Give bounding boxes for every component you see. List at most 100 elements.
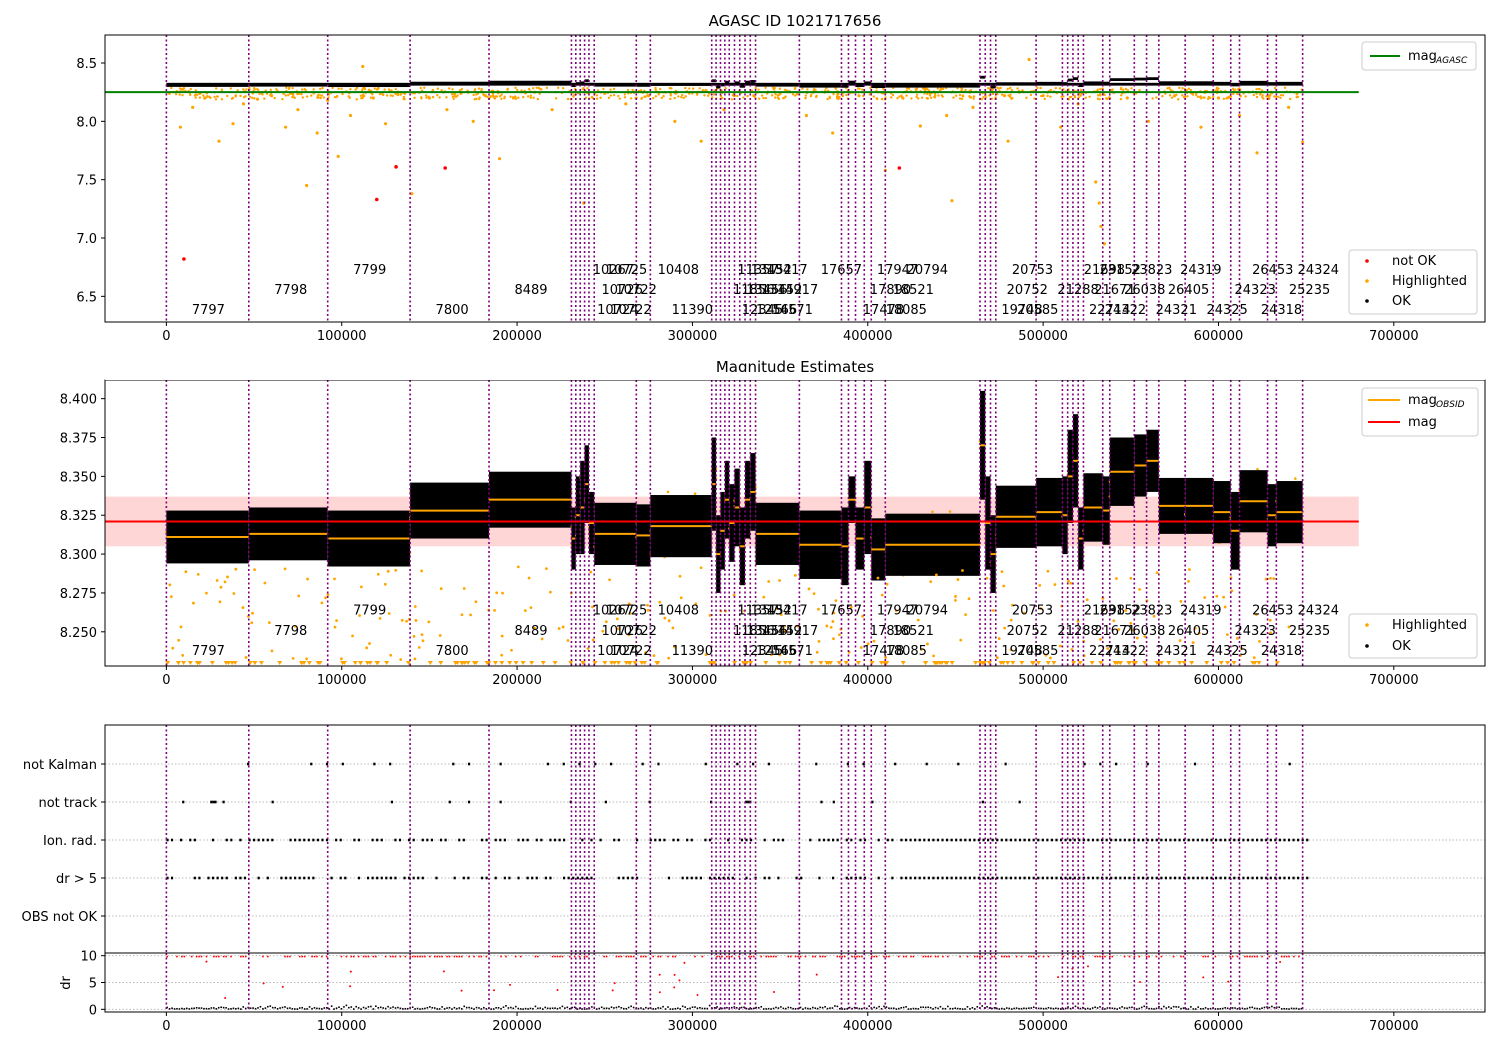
dr-ok-point (917, 1008, 920, 1010)
dr-ok-point (1001, 1007, 1003, 1010)
highlighted-point (335, 94, 339, 98)
flag-mark (1046, 876, 1049, 880)
obsid-label: 24321 (1156, 303, 1197, 318)
ok-segment (1239, 80, 1268, 84)
dr-ok-point (495, 1007, 497, 1009)
dr-capped-point (384, 955, 387, 958)
highlighted-point (746, 94, 749, 98)
ok-segment (995, 82, 1037, 86)
flag-mark (553, 838, 557, 842)
dr-ok-point (384, 1007, 387, 1010)
dr-capped-point (853, 955, 856, 958)
flag-mark (1115, 762, 1118, 766)
highlighted-point (804, 94, 808, 97)
flag-mark (877, 876, 880, 880)
dr-capped-point (976, 955, 979, 958)
flag-mark (1091, 838, 1095, 842)
below-range-marker (944, 661, 950, 665)
highlighted-point (1269, 631, 1272, 635)
highlighted-point (880, 97, 884, 101)
ok-segment (729, 82, 735, 86)
highlighted-point (1244, 95, 1247, 98)
dr-capped-point (195, 955, 198, 958)
flag-mark (1023, 838, 1026, 842)
highlighted-point (293, 96, 296, 100)
highlighted-point (355, 98, 358, 101)
dr-capped-point (372, 955, 375, 958)
highlighted-point (1097, 201, 1101, 205)
flag-mark (713, 876, 716, 880)
highlighted-point (405, 619, 408, 623)
highlighted-point (351, 634, 354, 638)
flag-mark (225, 838, 228, 842)
dr-ok-point (745, 1007, 748, 1010)
dr-ok-point (924, 1006, 927, 1009)
highlighted-point (495, 591, 499, 595)
highlighted-point (658, 600, 662, 604)
dr-ok-point (792, 1007, 794, 1010)
flag-mark (563, 838, 566, 842)
dr-capped-point (657, 955, 659, 958)
flag-mark (531, 876, 534, 880)
flag-mark (1274, 838, 1277, 842)
dr-outlier (658, 991, 661, 994)
highlighted-point (462, 587, 466, 590)
dr-capped-point (1072, 955, 1074, 958)
obsid-label: 7797 (192, 303, 225, 318)
x-tick-label: 300000 (668, 1019, 718, 1034)
obsid-label: 26453 (1252, 263, 1293, 278)
dr-capped-point (1246, 955, 1249, 958)
below-range-marker (187, 661, 193, 665)
not-ok-point (394, 165, 398, 169)
ok-segment (734, 81, 740, 85)
flag-mark (590, 876, 593, 880)
highlighted-point (958, 93, 962, 97)
highlighted-point (561, 625, 565, 629)
obsid-label: 18521 (893, 624, 934, 639)
dr-capped-point (814, 955, 817, 958)
highlighted-point (1117, 628, 1121, 631)
flag-mark (781, 838, 785, 842)
highlighted-point (1188, 568, 1191, 571)
dr-ok-point (362, 1006, 365, 1009)
highlighted-point (1124, 87, 1128, 91)
ok-segment (1158, 81, 1186, 85)
dr-ok-point (647, 1007, 650, 1010)
dr-ok-point (1030, 1007, 1033, 1009)
highlighted-point (807, 587, 811, 591)
dr-ok-point (303, 1008, 306, 1010)
highlighted-point (960, 97, 964, 101)
obsid-label: 21288 (1057, 283, 1098, 298)
dr-capped-point (537, 955, 539, 958)
ok-segment (724, 80, 730, 84)
highlighted-point (1272, 577, 1276, 581)
dr-ok-point (1165, 1007, 1168, 1009)
flag-mark (1297, 876, 1300, 880)
dr-ok-point (387, 1005, 389, 1008)
dr-ok-point (318, 1007, 321, 1010)
highlighted-point (169, 595, 173, 599)
highlighted-point (500, 653, 504, 657)
obsid-label: 21698 (1084, 263, 1125, 278)
flag-mark (1160, 838, 1163, 842)
dr-capped-point (365, 955, 367, 958)
dr-capped-point (583, 955, 586, 958)
highlighted-point (838, 633, 841, 637)
highlighted-point (782, 96, 785, 100)
flag-mark (745, 876, 748, 880)
dr-ok-point (254, 1007, 257, 1010)
dr-ok-point (598, 1007, 601, 1010)
highlighted-point (361, 93, 365, 96)
flag-mark (1028, 876, 1031, 880)
flag-mark (877, 838, 880, 842)
highlighted-point (869, 86, 872, 90)
dr-ok-point (205, 1007, 208, 1010)
dr-capped-point (667, 955, 669, 958)
below-range-marker (196, 661, 202, 665)
highlighted-point (386, 569, 390, 573)
highlighted-point (997, 637, 1001, 640)
dr-ok-point (213, 1007, 215, 1009)
highlighted-point (667, 619, 671, 623)
highlighted-point (253, 568, 256, 572)
dr-ok-point (591, 1006, 593, 1008)
